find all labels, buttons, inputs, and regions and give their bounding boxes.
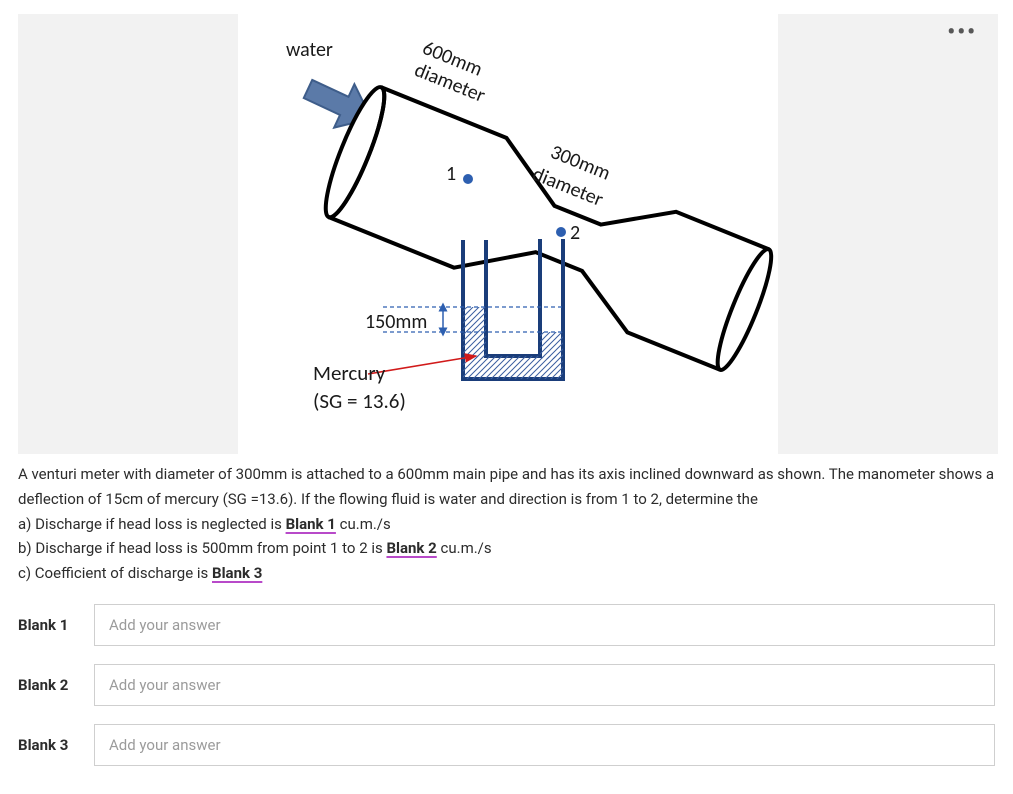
deflection-label: 150mm <box>365 310 427 334</box>
part-a-post: cu.m./s <box>336 515 391 533</box>
point-1-dot <box>463 174 473 184</box>
right-padding <box>778 14 998 454</box>
answer-label-3: Blank 3 <box>18 736 80 754</box>
point-2-label: 2 <box>570 221 580 245</box>
blank-2-input[interactable] <box>94 664 995 706</box>
left-padding <box>18 14 238 454</box>
question-part-b: b) Discharge if head loss is 500mm from … <box>18 536 995 561</box>
question-container: water 600mm diameter 300mm diameter 1 2 … <box>0 0 1013 794</box>
answer-label-1: Blank 1 <box>18 616 80 634</box>
part-b-blank-label: Blank 2 <box>386 539 436 557</box>
part-a-blank-label: Blank 1 <box>286 515 336 533</box>
manometer-utube <box>463 239 563 379</box>
blank-3-input[interactable] <box>94 724 995 766</box>
part-c-pre: c) Coefficient of discharge is <box>18 564 212 582</box>
diagram-row: water 600mm diameter 300mm diameter 1 2 … <box>18 14 995 454</box>
question-text: A venturi meter with diameter of 300mm i… <box>18 462 995 586</box>
part-a-pre: a) Discharge if head loss is neglected i… <box>18 515 286 533</box>
more-options-icon[interactable]: ••• <box>947 20 977 45</box>
answer-row-3: Blank 3 <box>18 724 995 766</box>
question-part-a: a) Discharge if head loss is neglected i… <box>18 512 995 537</box>
answer-row-2: Blank 2 <box>18 664 995 706</box>
answer-row-1: Blank 1 <box>18 604 995 646</box>
part-c-blank-label: Blank 3 <box>212 564 262 582</box>
part-b-pre: b) Discharge if head loss is 500mm from … <box>18 539 386 557</box>
part-b-post: cu.m./s <box>437 539 492 557</box>
question-part-c: c) Coefficient of discharge is Blank 3 <box>18 561 995 586</box>
question-intro: A venturi meter with diameter of 300mm i… <box>18 462 995 512</box>
point-1-label: 1 <box>446 162 456 186</box>
diagram-area: water 600mm diameter 300mm diameter 1 2 … <box>238 14 778 454</box>
answer-label-2: Blank 2 <box>18 676 80 694</box>
water-label: water <box>286 38 333 62</box>
mercury-l2: (SG = 13.6) <box>313 388 406 414</box>
point-2-dot <box>556 227 566 237</box>
blank-1-input[interactable] <box>94 604 995 646</box>
mercury-l1: Mercury <box>313 360 385 386</box>
